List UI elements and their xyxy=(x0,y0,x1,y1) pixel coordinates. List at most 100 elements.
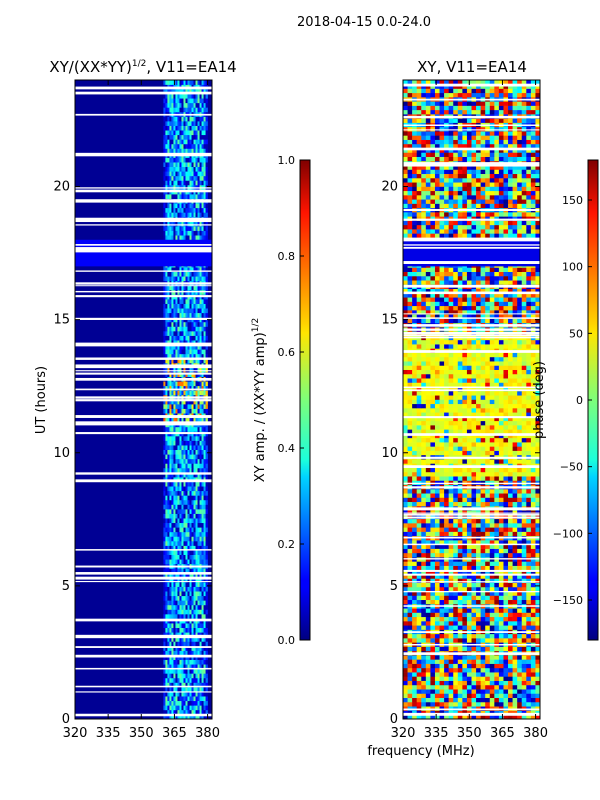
phase-cell xyxy=(412,689,417,694)
phase-cell xyxy=(434,697,440,703)
amp-cell xyxy=(199,121,202,126)
phase-cell xyxy=(508,676,513,681)
amp-cell xyxy=(189,203,192,209)
amp-cell xyxy=(181,636,184,642)
amp-cell xyxy=(183,116,186,122)
phase-cell xyxy=(434,493,440,498)
amp-cell xyxy=(175,687,178,692)
phase-cell xyxy=(480,693,486,698)
phase-cell xyxy=(489,714,495,720)
amp-cell xyxy=(181,677,184,683)
phase-cell xyxy=(453,689,459,694)
amp-cell xyxy=(177,509,180,514)
phase-cell xyxy=(462,676,468,681)
amp-cell xyxy=(197,486,200,492)
phase-cell xyxy=(498,595,504,601)
phase-cell xyxy=(425,527,431,532)
phase-cell xyxy=(444,586,449,592)
phase-cell xyxy=(466,663,472,669)
amp-cell xyxy=(167,454,170,460)
phase-cell xyxy=(480,510,486,515)
amp-cell xyxy=(201,632,204,638)
amp-cell xyxy=(171,614,174,619)
amp-cell xyxy=(195,226,198,231)
amp-cell xyxy=(205,417,208,423)
amp-cell xyxy=(177,353,180,359)
phase-cell xyxy=(439,693,445,698)
phase-cell xyxy=(498,621,504,626)
phase-cell xyxy=(444,633,449,639)
amp-cell xyxy=(187,93,190,99)
phase-cell xyxy=(512,693,518,698)
phase-cell xyxy=(412,710,417,716)
amp-cell xyxy=(183,321,186,327)
phase-cell xyxy=(448,625,454,630)
amp-cell xyxy=(205,627,208,633)
phase-cell xyxy=(526,706,532,711)
amp-cell xyxy=(179,463,182,469)
amp-cell xyxy=(181,312,184,318)
phase-cell xyxy=(512,582,518,588)
phase-cell xyxy=(453,544,459,549)
amp-cell xyxy=(181,134,184,140)
amp-cell xyxy=(205,600,208,606)
amp-cell xyxy=(205,326,208,332)
amp-cell xyxy=(163,568,166,574)
amp-cell xyxy=(165,655,168,660)
amp-cell xyxy=(179,157,182,163)
amp-cell xyxy=(179,490,182,496)
phase-cell xyxy=(485,633,491,639)
amp-cell xyxy=(183,632,186,638)
amp-cell xyxy=(183,673,186,679)
amp-cell xyxy=(175,582,178,587)
phase-cell xyxy=(494,663,500,669)
amp-cell xyxy=(181,226,184,231)
amp-cell xyxy=(173,554,176,560)
amp-cell xyxy=(195,331,198,336)
amp-cell xyxy=(179,709,182,715)
amp-cell xyxy=(177,636,180,642)
phase-cell xyxy=(494,476,500,481)
amp-cell xyxy=(195,586,198,592)
amp-cell xyxy=(193,130,196,136)
amp-cell xyxy=(177,143,180,149)
amp-cell xyxy=(189,267,192,272)
amp-cell xyxy=(197,677,200,683)
amp-cell xyxy=(197,125,200,131)
amp-cell xyxy=(187,404,190,409)
phase-cell xyxy=(512,531,518,537)
amp-cell xyxy=(179,385,182,391)
amp-cell xyxy=(163,490,166,496)
amp-cell xyxy=(189,467,192,473)
phase-cell xyxy=(471,493,477,498)
phase-cell xyxy=(453,710,459,716)
amp-cell xyxy=(165,627,168,633)
amp-cell xyxy=(185,714,188,720)
phase-cell xyxy=(466,527,472,532)
amp-cell xyxy=(201,134,204,140)
amp-cell xyxy=(167,486,170,492)
phase-cell xyxy=(494,467,500,473)
amp-cell xyxy=(197,271,200,277)
amp-cell xyxy=(167,207,170,213)
amp-cell xyxy=(187,481,190,487)
phase-cell xyxy=(494,706,500,711)
phase-cell xyxy=(530,523,536,528)
amp-cell xyxy=(175,700,178,706)
amp-cell xyxy=(167,481,170,487)
amp-cell xyxy=(201,162,204,168)
amp-cell xyxy=(169,650,172,656)
amp-cell xyxy=(187,157,190,163)
amp-cell xyxy=(185,157,188,163)
phase-cell xyxy=(457,663,463,669)
amp-cell xyxy=(171,577,174,583)
amp-cell xyxy=(189,632,192,638)
amp-cell xyxy=(203,463,206,469)
amp-cell xyxy=(185,490,188,496)
phase-cell xyxy=(530,540,536,545)
phase-cell xyxy=(412,672,417,677)
amp-cell xyxy=(181,308,184,314)
amp-cell xyxy=(189,326,192,332)
amp-cell xyxy=(203,568,206,574)
amp-cell xyxy=(163,194,166,199)
